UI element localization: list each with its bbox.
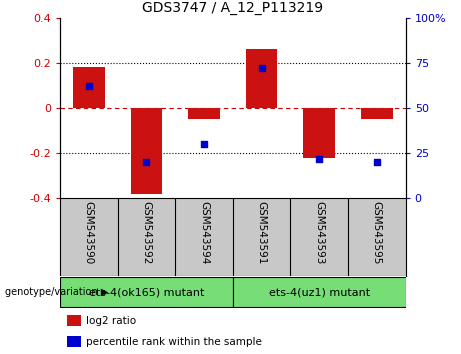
Bar: [361, 108, 393, 119]
Text: ets-4(ok165) mutant: ets-4(ok165) mutant: [89, 287, 204, 297]
Bar: [60, 277, 233, 307]
Bar: [233, 277, 406, 307]
Bar: [303, 108, 335, 158]
Bar: [246, 49, 278, 108]
Text: GSM543595: GSM543595: [372, 201, 382, 264]
Bar: [67, 336, 81, 347]
Title: GDS3747 / A_12_P113219: GDS3747 / A_12_P113219: [142, 1, 323, 15]
Text: GSM543591: GSM543591: [257, 201, 266, 264]
Bar: [130, 108, 162, 194]
Point: [200, 141, 207, 147]
Text: GSM543592: GSM543592: [142, 201, 151, 264]
Point: [85, 84, 92, 89]
Text: percentile rank within the sample: percentile rank within the sample: [86, 337, 262, 347]
Text: genotype/variation ▶: genotype/variation ▶: [5, 287, 108, 297]
Point: [373, 159, 381, 165]
Point: [315, 156, 323, 161]
Point: [258, 65, 266, 71]
Text: ets-4(uz1) mutant: ets-4(uz1) mutant: [269, 287, 370, 297]
Bar: [67, 315, 81, 326]
Text: GSM543594: GSM543594: [199, 201, 209, 264]
Point: [142, 159, 150, 165]
Text: log2 ratio: log2 ratio: [86, 316, 136, 326]
Text: GSM543590: GSM543590: [84, 201, 94, 264]
Text: GSM543593: GSM543593: [314, 201, 324, 264]
Bar: [188, 108, 220, 119]
Bar: [73, 67, 105, 108]
